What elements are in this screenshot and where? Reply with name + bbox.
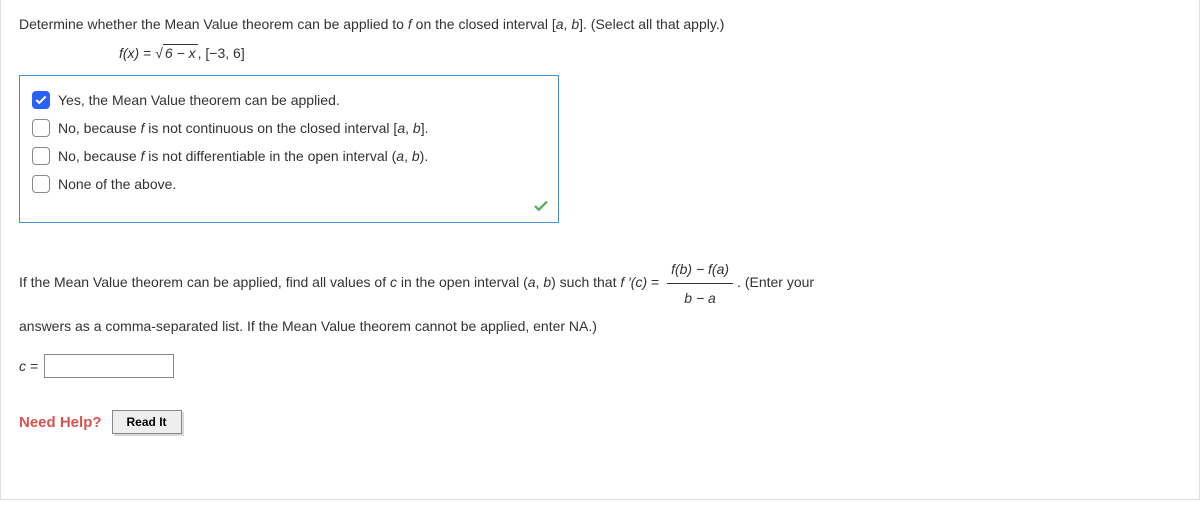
option-row[interactable]: Yes, the Mean Value theorem can be appli…: [32, 86, 546, 114]
option-row[interactable]: None of the above.: [32, 170, 546, 198]
options-panel: Yes, the Mean Value theorem can be appli…: [19, 75, 559, 223]
option-label: None of the above.: [58, 176, 176, 192]
correct-check-icon: [532, 197, 550, 218]
square-root: 6 − x: [155, 45, 197, 61]
prompt-var-a: a: [556, 16, 564, 32]
interval: [−3, 6]: [205, 45, 244, 61]
answer-input[interactable]: [44, 354, 174, 378]
fx-label: f(x): [119, 45, 139, 61]
followup-prompt: If the Mean Value theorem can be applied…: [19, 255, 1181, 340]
help-row: Need Help? Read It: [19, 410, 1181, 434]
option-checkbox[interactable]: [32, 147, 50, 165]
equals: =: [139, 45, 155, 61]
option-checkbox[interactable]: [32, 175, 50, 193]
read-it-button[interactable]: Read It: [112, 410, 182, 434]
prompt-var-b: b: [571, 16, 579, 32]
answer-label: c =: [19, 358, 38, 374]
sqrt-symbol: [155, 45, 163, 61]
option-label: No, because f is not continuous on the c…: [58, 120, 428, 136]
function-definition: f(x) = 6 − x, [−3, 6]: [119, 45, 1181, 61]
option-row[interactable]: No, because f is not differentiable in t…: [32, 142, 546, 170]
option-label: Yes, the Mean Value theorem can be appli…: [58, 92, 340, 108]
fraction-numerator: f(b) − f(a): [667, 255, 733, 284]
option-checkbox[interactable]: [32, 91, 50, 109]
prompt-text: ]. (Select all that apply.): [579, 16, 724, 32]
fraction-denominator: b − a: [667, 284, 733, 312]
prompt-text: Determine whether the Mean Value theorem…: [19, 16, 408, 32]
need-help-label: Need Help?: [19, 414, 102, 431]
option-label: No, because f is not differentiable in t…: [58, 148, 428, 164]
option-row[interactable]: No, because f is not continuous on the c…: [32, 114, 546, 142]
answer-row: c =: [19, 354, 1181, 378]
check-icon: [34, 93, 48, 107]
question-prompt: Determine whether the Mean Value theorem…: [19, 14, 1181, 35]
prompt-text: on the closed interval [: [412, 16, 556, 32]
sqrt-argument: 6 − x: [163, 44, 198, 61]
option-checkbox[interactable]: [32, 119, 50, 137]
fraction: f(b) − f(a)b − a: [667, 255, 733, 312]
